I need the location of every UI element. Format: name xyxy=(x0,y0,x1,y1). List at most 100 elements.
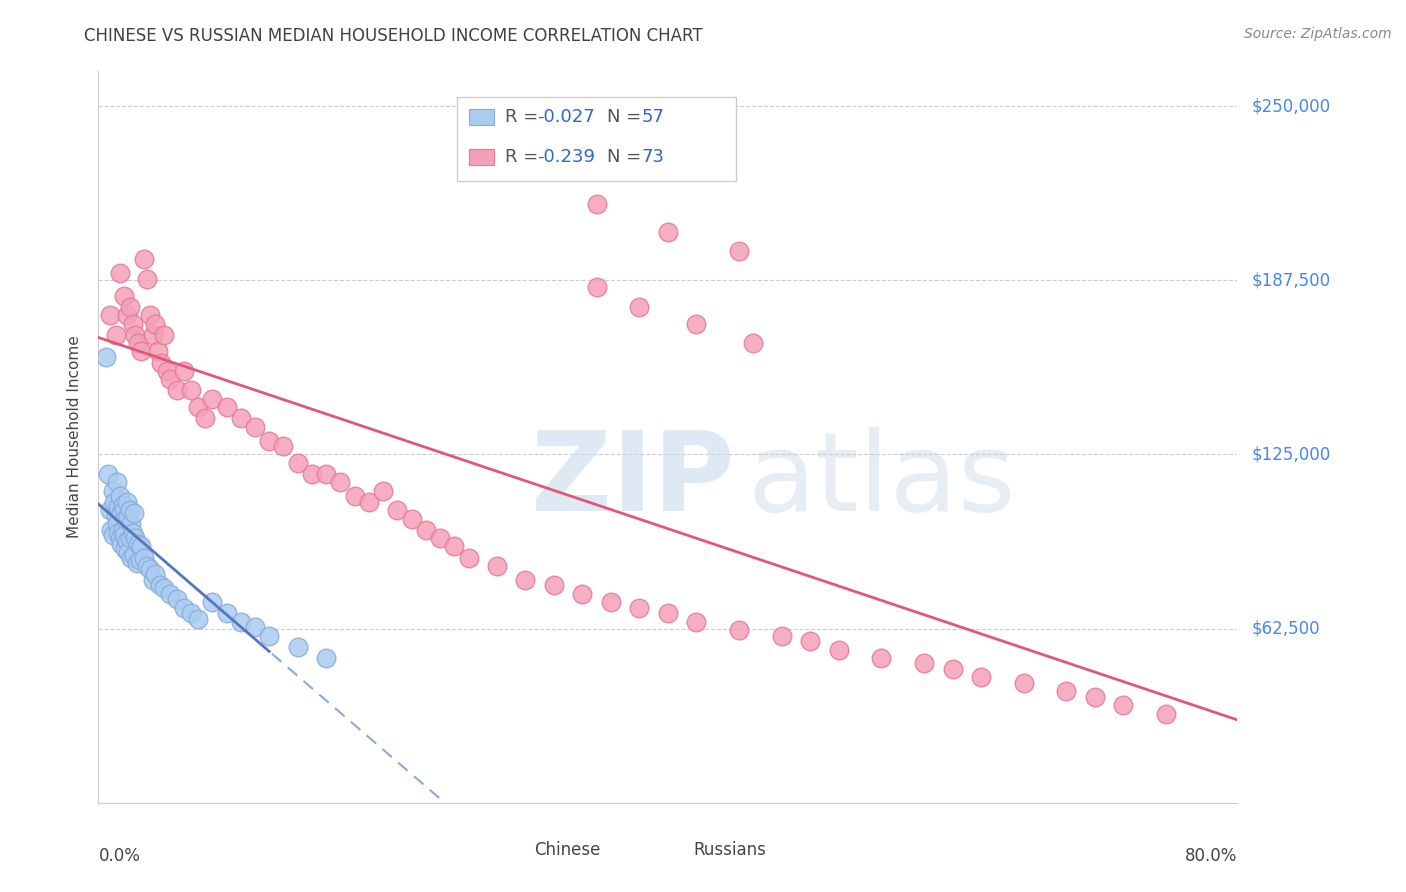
Text: $125,000: $125,000 xyxy=(1251,445,1330,464)
Point xyxy=(415,523,437,537)
Point xyxy=(1084,690,1107,704)
Point xyxy=(728,244,751,258)
Point xyxy=(201,392,224,406)
Text: $187,500: $187,500 xyxy=(1251,271,1330,289)
Point xyxy=(104,327,127,342)
Text: Source: ZipAtlas.com: Source: ZipAtlas.com xyxy=(1244,27,1392,41)
Point xyxy=(357,495,380,509)
Point xyxy=(657,225,679,239)
Text: ZIP: ZIP xyxy=(531,427,734,534)
Bar xyxy=(668,844,685,857)
Point xyxy=(114,511,136,525)
Point xyxy=(373,483,395,498)
Point xyxy=(100,523,122,537)
Point xyxy=(1112,698,1135,713)
Point xyxy=(105,475,128,490)
Point xyxy=(107,525,129,540)
Point xyxy=(110,536,132,550)
Point xyxy=(329,475,352,490)
Point xyxy=(120,550,142,565)
Point xyxy=(287,456,309,470)
Text: atlas: atlas xyxy=(748,427,1017,534)
Point xyxy=(108,489,131,503)
Text: Russians: Russians xyxy=(693,841,766,859)
Point xyxy=(628,600,651,615)
Point xyxy=(156,364,179,378)
Text: N =: N = xyxy=(607,109,648,127)
Point xyxy=(543,578,565,592)
Point xyxy=(94,350,117,364)
Point xyxy=(138,308,160,322)
Point xyxy=(129,540,152,554)
Text: -0.239: -0.239 xyxy=(537,148,595,166)
Point xyxy=(799,634,821,648)
Point xyxy=(443,540,465,554)
Point xyxy=(515,141,537,155)
Y-axis label: Median Household Income: Median Household Income xyxy=(67,335,83,539)
Point xyxy=(180,384,202,398)
Point xyxy=(138,562,160,576)
Point xyxy=(173,600,195,615)
Point xyxy=(343,489,366,503)
Point xyxy=(122,506,145,520)
Point xyxy=(103,495,125,509)
Point xyxy=(229,615,252,629)
Text: R =: R = xyxy=(505,109,544,127)
Point xyxy=(301,467,323,481)
Point xyxy=(685,317,707,331)
Point xyxy=(273,439,295,453)
Point xyxy=(104,508,127,523)
Text: R =: R = xyxy=(505,148,544,166)
Point xyxy=(124,327,146,342)
Point xyxy=(728,623,751,637)
Point xyxy=(118,503,141,517)
Point xyxy=(118,531,141,545)
Point xyxy=(148,344,170,359)
Point xyxy=(132,252,155,267)
Point xyxy=(114,542,136,557)
Point xyxy=(515,573,537,587)
Point xyxy=(141,573,163,587)
Point xyxy=(201,595,224,609)
Point xyxy=(107,500,129,515)
FancyBboxPatch shape xyxy=(457,97,737,181)
Point xyxy=(120,517,142,532)
Point xyxy=(101,528,124,542)
Point xyxy=(112,528,135,542)
Bar xyxy=(468,149,494,165)
Point xyxy=(127,336,149,351)
Text: CHINESE VS RUSSIAN MEDIAN HOUSEHOLD INCOME CORRELATION CHART: CHINESE VS RUSSIAN MEDIAN HOUSEHOLD INCO… xyxy=(84,27,703,45)
Point xyxy=(150,355,173,369)
Point xyxy=(870,651,893,665)
Point xyxy=(124,531,146,545)
Point xyxy=(159,587,181,601)
Point xyxy=(112,288,135,302)
Point xyxy=(112,503,135,517)
Point xyxy=(628,300,651,314)
Point xyxy=(486,558,509,573)
Point xyxy=(117,545,139,559)
Point xyxy=(259,629,281,643)
Point xyxy=(117,508,139,523)
Point xyxy=(194,411,217,425)
Point xyxy=(215,400,238,414)
Text: N =: N = xyxy=(607,148,648,166)
Point xyxy=(942,662,965,676)
Text: $62,500: $62,500 xyxy=(1251,620,1320,638)
Point xyxy=(243,620,266,634)
Text: 57: 57 xyxy=(641,109,665,127)
Point xyxy=(742,336,765,351)
Point xyxy=(180,607,202,621)
Point xyxy=(1154,706,1177,721)
Point xyxy=(135,558,157,573)
Point xyxy=(243,419,266,434)
Point xyxy=(166,384,188,398)
Point xyxy=(118,300,141,314)
Point xyxy=(401,511,423,525)
Point xyxy=(110,506,132,520)
Text: $250,000: $250,000 xyxy=(1251,97,1330,115)
Point xyxy=(585,196,607,211)
Point xyxy=(173,364,195,378)
Point xyxy=(125,556,148,570)
Point xyxy=(457,550,479,565)
